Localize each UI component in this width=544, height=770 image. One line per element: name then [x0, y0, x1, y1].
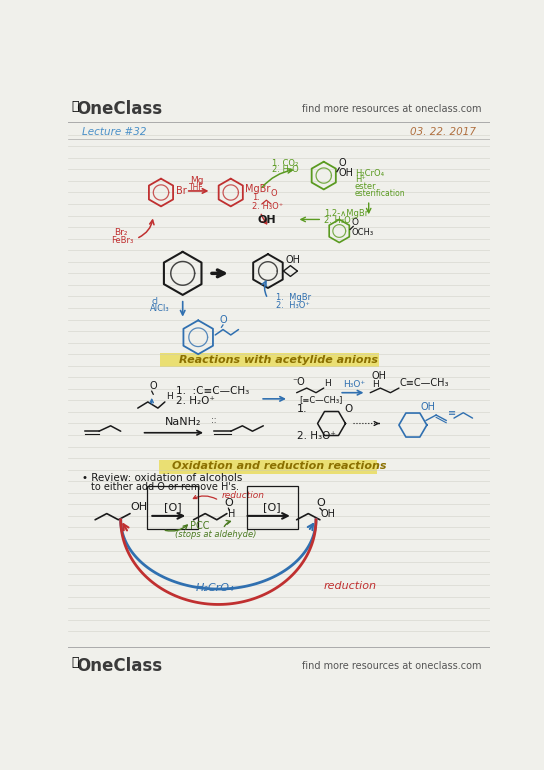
Text: OH: OH	[320, 510, 336, 520]
Text: ⁻O: ⁻O	[293, 377, 306, 387]
FancyBboxPatch shape	[160, 353, 379, 367]
Text: OH: OH	[130, 502, 147, 512]
Text: 1. CO₂: 1. CO₂	[272, 159, 298, 168]
Text: [O]: [O]	[263, 503, 281, 513]
Text: O: O	[351, 218, 358, 227]
Text: H⁺: H⁺	[355, 176, 366, 185]
Text: OH: OH	[338, 168, 354, 178]
Text: • Review: oxidation of alcohols: • Review: oxidation of alcohols	[82, 474, 242, 484]
Text: Mg: Mg	[190, 176, 203, 186]
Text: H: H	[325, 379, 331, 388]
Text: OH: OH	[286, 256, 301, 266]
Text: 2. H₃O⁺: 2. H₃O⁺	[324, 216, 355, 225]
Text: ::: ::	[212, 417, 217, 426]
Text: ester: ester	[355, 182, 376, 192]
Text: Br: Br	[176, 186, 187, 196]
Text: Br₂: Br₂	[114, 228, 128, 237]
Text: OneClass: OneClass	[76, 100, 162, 119]
Text: [≡C—CH₃]: [≡C—CH₃]	[299, 395, 342, 404]
Text: Reactions with acetylide anions: Reactions with acetylide anions	[180, 355, 378, 364]
Text: O: O	[345, 404, 353, 414]
Text: 1.: 1.	[296, 404, 307, 414]
Text: ≡: ≡	[448, 408, 456, 418]
Text: H: H	[228, 510, 236, 520]
Text: 1.  :C≡C—CH₃: 1. :C≡C—CH₃	[176, 387, 250, 397]
Text: O: O	[270, 189, 277, 198]
Text: OH: OH	[372, 371, 387, 381]
Text: NaNH₂: NaNH₂	[165, 417, 201, 427]
Text: Lecture #32: Lecture #32	[82, 128, 146, 137]
Text: reduction: reduction	[324, 581, 377, 591]
Text: 2. H₃O⁺: 2. H₃O⁺	[296, 431, 336, 441]
Text: AlCl₃: AlCl₃	[150, 304, 170, 313]
Text: 🌿: 🌿	[72, 100, 79, 112]
Text: O: O	[338, 159, 346, 169]
Text: O: O	[225, 498, 233, 508]
Text: 1.  MgBr: 1. MgBr	[276, 293, 311, 303]
Text: H: H	[166, 392, 172, 401]
Text: to either add O or remove H's.: to either add O or remove H's.	[91, 483, 239, 493]
Text: THF: THF	[189, 183, 204, 192]
Text: 2. H₂O⁺: 2. H₂O⁺	[176, 397, 215, 407]
Text: PCC: PCC	[190, 521, 210, 531]
Text: find more resources at oneclass.com: find more resources at oneclass.com	[302, 105, 482, 114]
Text: OH: OH	[258, 216, 276, 226]
Text: O: O	[219, 316, 227, 326]
Text: C≡C—CH₃: C≡C—CH₃	[400, 378, 449, 388]
Text: H: H	[372, 380, 379, 389]
Text: H₂CrO₄: H₂CrO₄	[196, 584, 234, 594]
Text: find more resources at oneclass.com: find more resources at oneclass.com	[302, 661, 482, 671]
Text: [O]: [O]	[164, 503, 182, 513]
FancyBboxPatch shape	[159, 460, 377, 474]
Text: O: O	[150, 381, 157, 391]
Text: esterification: esterification	[355, 189, 405, 199]
Text: Oxidation and reduction reactions: Oxidation and reduction reactions	[171, 461, 386, 470]
Text: H₃O⁺: H₃O⁺	[343, 380, 365, 390]
Text: 03. 22. 2017: 03. 22. 2017	[410, 128, 475, 137]
Text: OCH₃: OCH₃	[351, 228, 374, 237]
Text: 2. H₂O: 2. H₂O	[272, 166, 299, 175]
Text: O: O	[317, 498, 325, 508]
Text: 2.  H₃O⁺: 2. H₃O⁺	[276, 301, 310, 310]
Text: 1.: 1.	[252, 193, 261, 203]
Text: FeBr₃: FeBr₃	[110, 236, 133, 246]
Text: H₂CrO₄: H₂CrO₄	[355, 169, 384, 178]
Text: OH: OH	[421, 402, 436, 412]
Text: 1,2-∧MgBr: 1,2-∧MgBr	[324, 209, 368, 218]
Text: 2. H₃O⁺: 2. H₃O⁺	[252, 203, 284, 212]
Text: 🌿: 🌿	[72, 657, 79, 669]
Text: MgBr: MgBr	[245, 185, 271, 194]
Text: OneClass: OneClass	[76, 657, 162, 675]
Text: (stops at aldehyde): (stops at aldehyde)	[175, 531, 256, 540]
Text: reduction: reduction	[221, 491, 264, 500]
Text: cl: cl	[152, 297, 159, 306]
